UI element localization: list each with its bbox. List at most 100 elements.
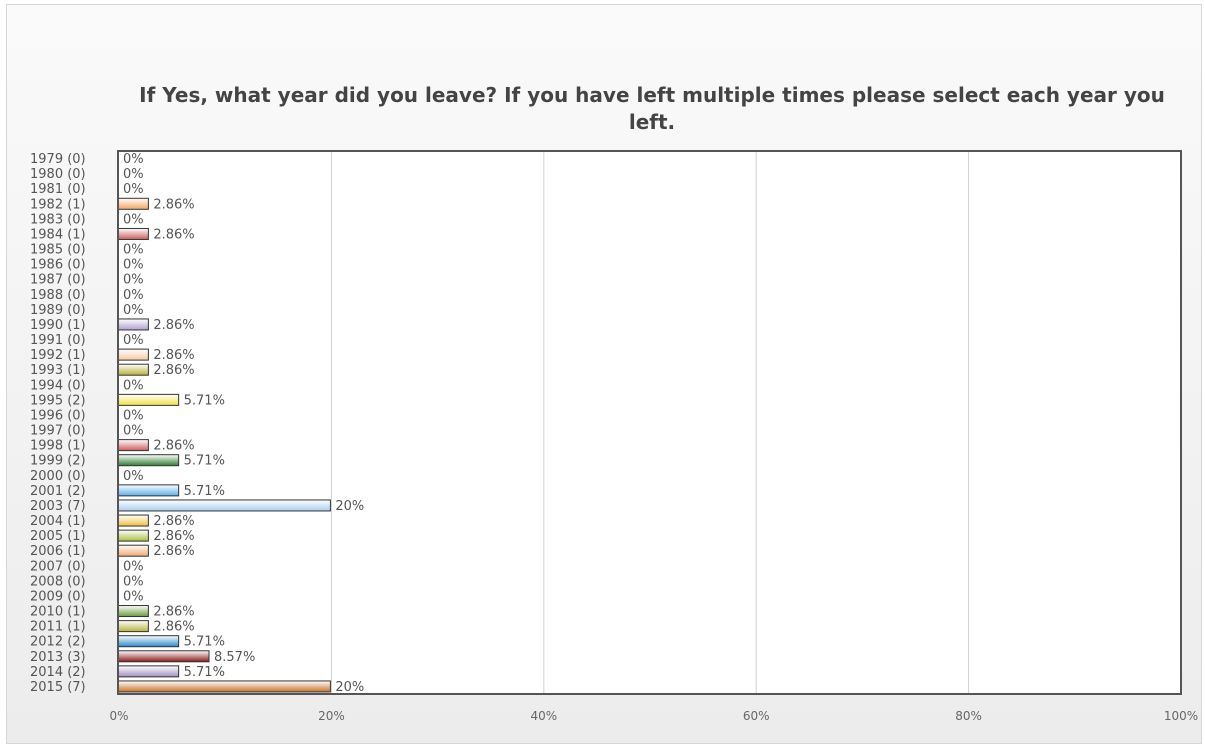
value-label: 0%	[123, 212, 144, 227]
value-label: 2.86%	[153, 363, 194, 378]
value-label: 2.86%	[153, 544, 194, 559]
bar	[117, 650, 210, 663]
bar	[117, 605, 149, 618]
value-label: 0%	[123, 288, 144, 303]
x-tick-label: 40%	[530, 709, 557, 723]
category-label: 2015 (7)	[30, 680, 86, 695]
bar	[117, 393, 180, 406]
category-label: 2012 (2)	[30, 635, 86, 650]
category-label: 1990 (1)	[30, 318, 86, 333]
bar	[117, 499, 331, 512]
category-label: 1984 (1)	[30, 227, 86, 242]
value-label: 2.86%	[153, 318, 194, 333]
value-label: 2.86%	[153, 620, 194, 635]
bar	[117, 227, 149, 240]
bar	[117, 544, 149, 557]
category-label: 1986 (0)	[30, 258, 86, 273]
category-label: 1999 (2)	[30, 454, 86, 469]
category-label: 2011 (1)	[30, 620, 86, 635]
value-label: 5.71%	[184, 484, 225, 499]
category-label: 1992 (1)	[30, 348, 86, 363]
bar	[117, 348, 149, 361]
value-label: 2.86%	[153, 529, 194, 544]
category-label: 2014 (2)	[30, 665, 86, 680]
category-label: 1996 (0)	[30, 408, 86, 423]
category-label: 1997 (0)	[30, 424, 86, 439]
category-label: 2009 (0)	[30, 589, 86, 604]
category-label: 2008 (0)	[30, 574, 86, 589]
category-label: 2003 (7)	[30, 499, 86, 514]
category-label: 2004 (1)	[30, 514, 86, 529]
plot-area	[118, 151, 1181, 694]
bar	[117, 484, 180, 497]
value-label: 20%	[335, 680, 364, 695]
category-label: 1981 (0)	[30, 182, 86, 197]
category-label: 1980 (0)	[30, 167, 86, 182]
category-label: 1998 (1)	[30, 439, 86, 454]
category-label: 1987 (0)	[30, 273, 86, 288]
bar	[117, 318, 149, 331]
category-label: 2000 (0)	[30, 469, 86, 484]
value-label: 0%	[123, 574, 144, 589]
category-label: 2006 (1)	[30, 544, 86, 559]
x-tick-label: 20%	[318, 709, 345, 723]
category-label: 2005 (1)	[30, 529, 86, 544]
bar	[117, 635, 180, 648]
value-label: 2.86%	[153, 348, 194, 363]
value-label: 0%	[123, 258, 144, 273]
value-label: 2.86%	[153, 227, 194, 242]
chart-title: If Yes, what year did you leave? If you …	[139, 83, 1165, 134]
value-label: 0%	[123, 333, 144, 348]
value-label: 0%	[123, 408, 144, 423]
value-label: 0%	[123, 378, 144, 393]
value-label: 5.71%	[184, 454, 225, 469]
x-tick-label: 100%	[1164, 709, 1198, 723]
category-label: 2013 (3)	[30, 650, 86, 665]
bar	[117, 529, 149, 542]
value-label: 0%	[123, 589, 144, 604]
category-label: 1979 (0)	[30, 152, 86, 167]
value-label: 20%	[335, 499, 364, 514]
value-label: 5.71%	[184, 665, 225, 680]
category-label: 1995 (2)	[30, 393, 86, 408]
value-label: 0%	[123, 469, 144, 484]
category-label: 1985 (0)	[30, 243, 86, 258]
value-label: 0%	[123, 303, 144, 318]
value-label: 0%	[123, 424, 144, 439]
value-label: 0%	[123, 273, 144, 288]
bar	[117, 439, 149, 452]
value-label: 0%	[123, 559, 144, 574]
value-label: 5.71%	[184, 393, 225, 408]
value-label: 2.86%	[153, 514, 194, 529]
category-label: 2010 (1)	[30, 605, 86, 620]
bar	[117, 514, 149, 527]
value-label: 0%	[123, 167, 144, 182]
value-label: 2.86%	[153, 605, 194, 620]
value-label: 8.57%	[214, 650, 255, 665]
value-label: 2.86%	[153, 439, 194, 454]
bar	[117, 665, 180, 678]
x-tick-label: 60%	[743, 709, 770, 723]
category-label: 2007 (0)	[30, 559, 86, 574]
value-label: 2.86%	[153, 197, 194, 212]
category-label: 1989 (0)	[30, 303, 86, 318]
bar	[117, 620, 149, 633]
category-label: 1991 (0)	[30, 333, 86, 348]
x-tick-label: 80%	[955, 709, 982, 723]
value-label: 5.71%	[184, 635, 225, 650]
bar	[117, 680, 331, 693]
bar	[117, 363, 149, 376]
category-label: 1993 (1)	[30, 363, 86, 378]
category-label: 1988 (0)	[30, 288, 86, 303]
value-label: 0%	[123, 243, 144, 258]
category-label: 1994 (0)	[30, 378, 86, 393]
bar	[117, 197, 149, 210]
bar	[117, 454, 180, 467]
category-label: 1983 (0)	[30, 212, 86, 227]
category-label: 2001 (2)	[30, 484, 86, 499]
value-label: 0%	[123, 182, 144, 197]
category-label: 1982 (1)	[30, 197, 86, 212]
plot-border	[117, 150, 1182, 695]
x-tick-label: 0%	[109, 709, 128, 723]
